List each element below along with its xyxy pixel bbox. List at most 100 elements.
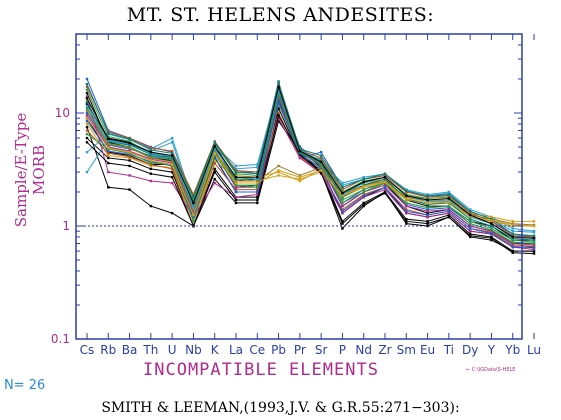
series-line bbox=[86, 110, 535, 226]
data-point bbox=[107, 170, 110, 174]
data-point bbox=[149, 167, 153, 171]
series-line bbox=[86, 93, 535, 244]
data-point bbox=[319, 159, 323, 162]
series-16 bbox=[85, 95, 536, 251]
data-point bbox=[213, 181, 216, 185]
data-point bbox=[426, 210, 429, 213]
data-point bbox=[234, 164, 238, 168]
data-point bbox=[405, 204, 408, 208]
data-point bbox=[256, 176, 259, 179]
data-point bbox=[128, 140, 131, 143]
data-point bbox=[468, 229, 472, 233]
data-point bbox=[192, 204, 195, 208]
data-point bbox=[234, 198, 238, 202]
data-point bbox=[511, 229, 514, 233]
data-point bbox=[532, 231, 536, 234]
data-point bbox=[447, 213, 451, 217]
data-point bbox=[85, 77, 89, 81]
x-tick-label: Rb bbox=[100, 343, 116, 357]
data-point bbox=[447, 197, 451, 200]
data-point bbox=[532, 252, 536, 255]
data-point bbox=[234, 177, 238, 181]
data-point bbox=[490, 224, 493, 228]
data-point bbox=[85, 111, 89, 115]
data-point bbox=[490, 215, 493, 219]
x-tick-label: La bbox=[229, 343, 243, 357]
data-point bbox=[362, 177, 365, 181]
data-point bbox=[213, 141, 216, 144]
data-point bbox=[234, 179, 238, 183]
data-point bbox=[511, 243, 514, 247]
data-point bbox=[149, 160, 153, 163]
data-point bbox=[319, 154, 323, 157]
data-point bbox=[319, 160, 323, 163]
data-point bbox=[107, 152, 110, 155]
data-point bbox=[213, 152, 216, 155]
data-point bbox=[362, 190, 365, 194]
x-tick-label: Ba bbox=[122, 343, 138, 357]
data-point bbox=[107, 139, 110, 142]
data-point bbox=[85, 100, 89, 104]
data-point bbox=[405, 203, 408, 206]
data-point bbox=[341, 195, 344, 199]
data-point bbox=[511, 245, 514, 248]
series-line bbox=[86, 96, 535, 246]
data-point bbox=[341, 192, 344, 195]
data-point bbox=[405, 211, 408, 215]
data-point bbox=[362, 180, 365, 184]
data-point bbox=[383, 174, 387, 177]
data-point bbox=[532, 235, 536, 239]
plot-frame bbox=[75, 33, 523, 340]
data-point bbox=[298, 174, 302, 177]
data-point bbox=[468, 213, 472, 217]
data-point bbox=[405, 222, 408, 225]
file-path-label: ← C:\IGData\S-HELE bbox=[466, 367, 516, 373]
data-point bbox=[468, 220, 472, 223]
data-point bbox=[256, 181, 259, 185]
data-point bbox=[341, 222, 344, 225]
data-point bbox=[213, 170, 216, 174]
data-point bbox=[149, 164, 153, 168]
data-point bbox=[532, 246, 536, 250]
data-point bbox=[341, 186, 344, 189]
data-point bbox=[85, 170, 89, 174]
data-point bbox=[341, 204, 344, 208]
x-tick-label: Lu bbox=[527, 343, 541, 357]
data-point bbox=[85, 116, 89, 120]
data-point bbox=[405, 190, 408, 194]
data-point bbox=[85, 129, 89, 132]
data-point bbox=[532, 220, 536, 223]
data-point bbox=[383, 192, 387, 195]
data-point bbox=[426, 208, 429, 211]
x-tick-label: Ce bbox=[249, 343, 265, 357]
data-point bbox=[447, 206, 451, 209]
data-point bbox=[405, 194, 408, 198]
series-line bbox=[86, 117, 535, 227]
data-point bbox=[426, 211, 429, 215]
data-point bbox=[490, 228, 493, 232]
data-point bbox=[426, 194, 429, 198]
data-point bbox=[85, 104, 89, 108]
data-point bbox=[107, 142, 110, 146]
data-point bbox=[170, 163, 174, 166]
data-point bbox=[192, 206, 195, 209]
series-line bbox=[86, 96, 535, 250]
data-point bbox=[383, 188, 387, 191]
data-point bbox=[192, 198, 195, 202]
data-point bbox=[277, 88, 280, 92]
x-tick-label: K bbox=[211, 343, 220, 357]
data-point bbox=[85, 97, 89, 100]
data-point bbox=[170, 161, 174, 165]
data-point bbox=[256, 188, 259, 191]
data-point bbox=[447, 210, 451, 213]
data-point bbox=[511, 240, 514, 244]
data-point bbox=[277, 97, 280, 100]
data-point bbox=[362, 193, 365, 196]
data-point bbox=[490, 236, 493, 240]
data-point bbox=[319, 171, 323, 175]
data-point bbox=[192, 215, 195, 219]
data-point bbox=[128, 159, 131, 162]
data-point bbox=[447, 194, 451, 198]
data-point bbox=[107, 156, 110, 160]
data-point bbox=[362, 195, 365, 199]
